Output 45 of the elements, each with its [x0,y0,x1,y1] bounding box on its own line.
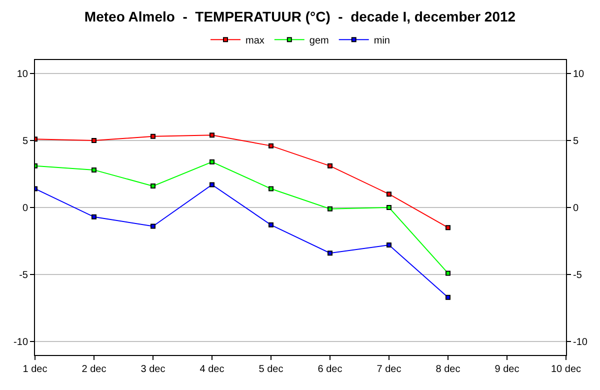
x-tick-label: 7 dec [376,364,402,375]
point [328,250,332,256]
point [268,186,274,192]
y-tick-label: 5 [22,136,28,147]
point [150,224,156,229]
y2-tick-label: 5 [573,136,579,147]
point [210,159,214,164]
x-tick-label: 2 dec [82,364,106,375]
y-tick-label: -10 [14,337,28,348]
point [386,205,392,210]
x-tick-label: 5 dec [258,364,284,375]
point [386,242,392,248]
x-tick-label: 8 dec [436,364,460,375]
point [328,163,332,168]
point [150,134,156,139]
x-tick-label: 1 dec [22,364,48,375]
y-tick-label: -5 [19,270,28,282]
point [92,214,96,220]
point [446,270,450,276]
point [446,225,450,230]
point [92,167,96,172]
legend-label: min [374,36,390,46]
point [328,206,332,212]
legend-label: gem [309,36,329,46]
legend-label: max [246,36,264,46]
y2-tick-label: 10 [573,68,585,80]
y-tick-label: 0 [22,203,28,214]
x-tick-label: 10 dec [550,364,582,375]
point [210,182,214,188]
point [268,222,274,228]
y2-tick-label: 0 [573,203,579,214]
point [386,192,392,197]
x-tick-label: 4 dec [200,364,224,375]
point [268,143,274,148]
y2-tick-label: -10 [573,337,588,348]
point [210,132,214,138]
chart-title: Meteo Almelo - TEMPERATUUR (°C) - decade I, december 2012 [84,8,516,24]
y2-tick-label: -5 [573,270,582,282]
point [446,294,450,300]
x-tick-label: 3 dec [140,364,166,375]
y-tick-label: 10 [16,68,28,80]
x-tick-label: 9 dec [494,364,520,375]
point [92,138,96,143]
point [150,184,156,189]
x-tick-label: 6 dec [318,364,342,375]
